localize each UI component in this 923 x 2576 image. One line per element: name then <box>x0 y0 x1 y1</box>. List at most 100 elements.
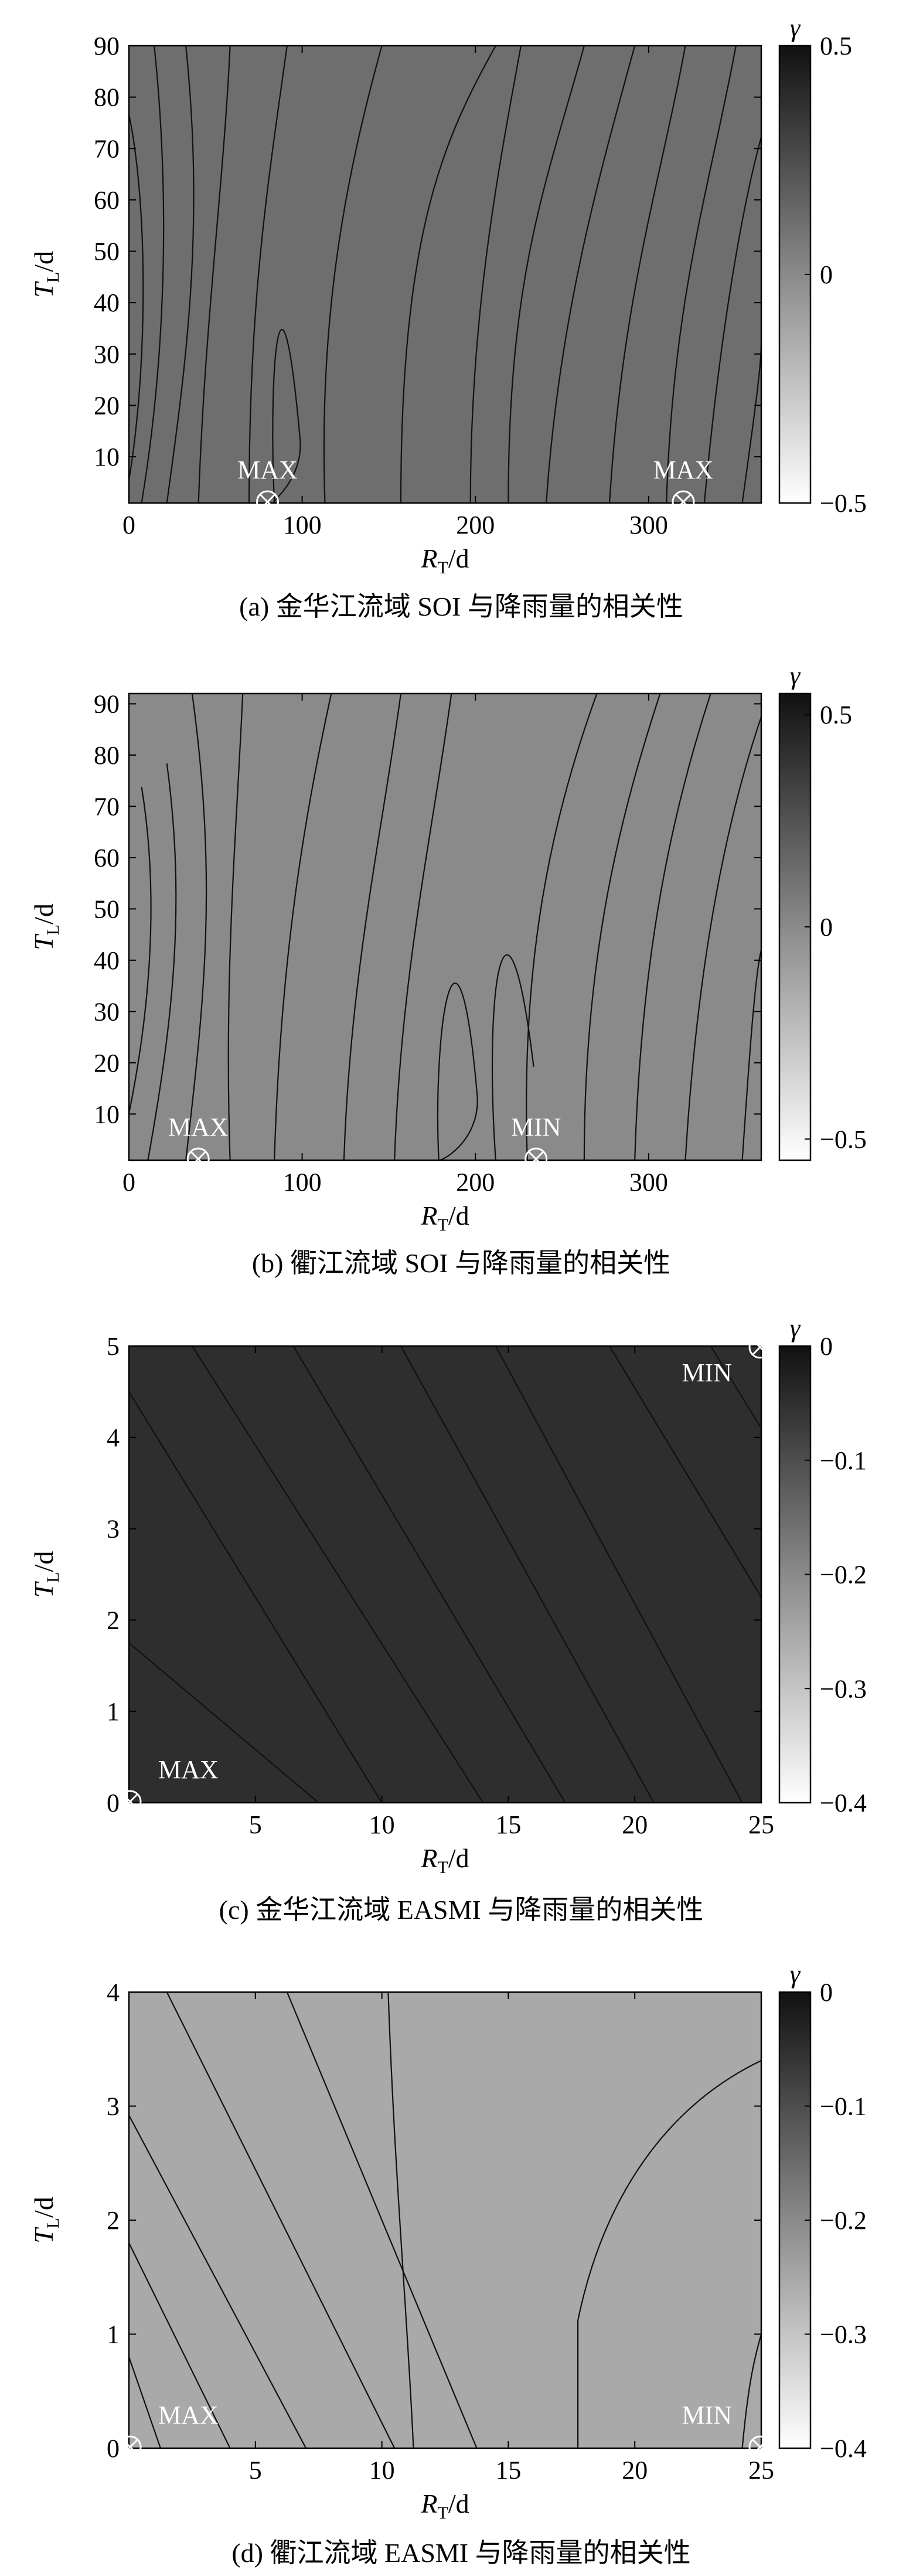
y-tick-label: 60 <box>94 186 120 215</box>
contour-line <box>703 137 762 504</box>
x-tick-label: 0 <box>122 511 135 539</box>
x-tick-label: 10 <box>369 1810 395 1839</box>
contour-line <box>141 45 165 504</box>
plot-area <box>129 1346 761 1803</box>
colorbar-tick-label: −0.5 <box>820 489 867 518</box>
y-tick-label: 10 <box>94 1100 120 1129</box>
marker-min: MIN <box>511 1113 561 1171</box>
contour-line <box>609 1345 762 1598</box>
contour-line <box>583 693 661 1161</box>
marker-label: MAX <box>237 456 298 484</box>
x-tick-label: 300 <box>629 1168 668 1197</box>
y-tick-label: 0 <box>107 2434 120 2463</box>
y-tick-label: 60 <box>94 844 120 872</box>
y-tick-label: 1 <box>107 2320 120 2349</box>
x-axis-label: RT/d <box>420 1843 469 1877</box>
contour-line <box>526 693 598 1161</box>
colorbar: γ 0.5 0 −0.5 <box>778 661 867 1161</box>
y-axis-label: TL/d <box>29 903 63 950</box>
marker-cross <box>260 494 275 510</box>
marker-label: MIN <box>682 1358 732 1387</box>
y-axis-label: TL/d <box>29 1551 63 1598</box>
marker-circle <box>524 1147 548 1171</box>
marker-max: MAX <box>168 1113 229 1171</box>
y-tick-label: 50 <box>94 237 120 266</box>
y-tick-label: 0 <box>107 1789 120 1817</box>
marker-cross <box>190 1151 206 1167</box>
marker-circle <box>118 1790 142 1813</box>
x-tick-label: 25 <box>748 2456 774 2485</box>
contour-line <box>128 1391 383 1803</box>
x-tick-label: 0 <box>122 1168 135 1197</box>
x-tick-label: 200 <box>456 1168 495 1197</box>
plot-area <box>129 694 761 1160</box>
y-tick-label: 30 <box>94 997 120 1026</box>
contour-line <box>666 45 737 504</box>
panel-caption: (b) 衢江流域 SOI 与降雨量的相关性 <box>252 1248 670 1278</box>
contour-line <box>684 716 762 1161</box>
contour-line <box>394 693 452 1161</box>
x-tick-label: 5 <box>249 1810 262 1839</box>
marker-circle <box>118 2435 142 2459</box>
contour-line <box>577 2060 762 2448</box>
y-tick-label: 80 <box>94 83 120 112</box>
marker-cross <box>752 1339 768 1355</box>
colorbar: γ0 −0.1 −0.2 −0.3 −0.4 <box>778 1960 867 2463</box>
colorbar-tick-label: 0 <box>820 1978 833 2007</box>
plot-area <box>129 46 761 503</box>
contour-line <box>191 1345 484 1803</box>
contour-line <box>491 954 534 1161</box>
y-tick-label: 3 <box>107 2092 120 2121</box>
colorbar-tick-label: 0 <box>820 913 833 942</box>
contour-line <box>741 950 762 1161</box>
y-axis-label: TL/d <box>29 2197 63 2244</box>
marker-label: MAX <box>158 2401 219 2429</box>
marker-circle <box>186 1147 210 1171</box>
contour-line <box>387 1992 414 2449</box>
colorbar-tick-label: −0.4 <box>820 2434 867 2463</box>
y-tick-label: 1 <box>107 1697 120 1726</box>
contour-line <box>608 45 686 504</box>
plot-frame <box>128 692 762 1161</box>
chart-panel-1: 0 100 200 300 10 20 30 40 50 60 70 80 90 RT/d TL/d MAX M… <box>29 13 867 621</box>
y-tick-label: 40 <box>94 288 120 317</box>
y-tick-label: 20 <box>94 391 120 420</box>
chart-panel-2: 0 100 200 300 10 20 30 40 50 60 70 80 90 RT/d TL/d MAX M… <box>29 661 867 1278</box>
marker-circle <box>256 490 279 514</box>
contour-line <box>248 45 288 504</box>
contour-line <box>128 787 152 1114</box>
contour-line <box>495 1345 743 1803</box>
x-tick-label: 10 <box>369 2456 395 2485</box>
contour-line <box>227 693 244 1161</box>
chart-panel-3: 5 10 15 20 25012345RT/dTL/dMAXMINγ0−0.1−0.2−… <box>29 1314 867 1925</box>
x-tick-label: 200 <box>456 511 495 539</box>
contour-line <box>286 1992 478 2449</box>
marker-label: MAX <box>653 456 714 484</box>
contour-line <box>508 45 585 504</box>
y-tick-label: 3 <box>107 1515 120 1544</box>
contour-line <box>197 45 231 504</box>
colorbar: γ 0.5 0 −0.5 <box>778 13 867 518</box>
x-tick-label: 15 <box>495 2456 521 2485</box>
x-tick-label: 15 <box>495 1810 521 1839</box>
marker-cross <box>528 1151 544 1167</box>
marker-cross <box>122 1793 138 1810</box>
x-tick-label: 25 <box>748 1810 774 1839</box>
colorbar: γ0 −0.1 −0.2 −0.3 −0.4 <box>778 1314 867 1817</box>
y-tick-label: 4 <box>107 1978 120 2007</box>
panel-caption: (a) 金华江流域 SOI 与降雨量的相关性 <box>239 592 683 621</box>
marker-cross <box>675 494 692 510</box>
y-axis-label: TL/d <box>29 251 63 298</box>
x-tick-label: 20 <box>622 2456 648 2485</box>
colorbar-label: γ <box>790 661 801 690</box>
colorbar-tick-label: 0 <box>820 1332 833 1361</box>
colorbar-tick-label: −0.1 <box>820 2092 867 2121</box>
y-tick-label: 40 <box>94 946 120 975</box>
colorbar-tick-label: −0.3 <box>820 2320 867 2349</box>
colorbar-tick-label: 0 <box>820 260 833 289</box>
panel-caption: (d) 衢江流域 EASMI 与降雨量的相关性 <box>231 2538 690 2568</box>
colorbar-label: γ <box>790 1960 801 1989</box>
y-tick-label: 2 <box>107 1606 120 1634</box>
contour-line <box>128 2115 307 2449</box>
